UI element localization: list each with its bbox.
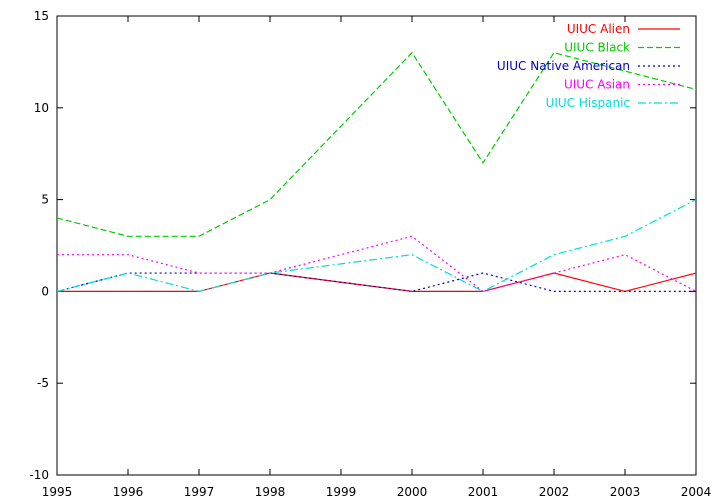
x-tick-label: 1997 (184, 485, 215, 499)
axis-ticks: 1995 1996 1997 1998 1999 2000 2001 2002 2003 2004… (29, 9, 711, 499)
legend-label: UIUC Alien (567, 22, 630, 36)
series-line-uiuc-asian (57, 235, 697, 293)
legend-label: UIUC Asian (564, 78, 630, 92)
series-lines (56, 51, 697, 293)
y-tick-label: 15 (34, 9, 49, 23)
legend-label: UIUC Hispanic (546, 96, 630, 110)
y-tick-label: -5 (37, 376, 49, 390)
x-tick-label: 2002 (539, 485, 570, 499)
y-tick-label: 10 (34, 101, 49, 115)
x-tick-label: 2000 (397, 485, 428, 499)
x-tick-label: 1996 (113, 485, 144, 499)
x-tick-label: 2003 (610, 485, 641, 499)
y-tick-label: 0 (41, 284, 49, 298)
legend: UIUC Alien UIUC Black UIUC Native American… (497, 22, 680, 110)
series-line-uiuc-hispanic (56, 199, 697, 293)
x-tick-label: 2001 (468, 485, 499, 499)
x-tick-label: 1999 (326, 485, 357, 499)
series-line-uiuc-black (56, 51, 697, 237)
legend-label: UIUC Native American (497, 59, 630, 73)
x-tick-label: 1998 (255, 485, 286, 499)
y-tick-label: 5 (41, 193, 49, 207)
y-tick-label: -10 (29, 468, 49, 482)
legend-label: UIUC Black (564, 41, 630, 55)
series-line-uiuc-alien (57, 272, 697, 293)
x-tick-label: 1995 (42, 485, 73, 499)
series-line-uiuc-native-american (56, 272, 696, 293)
x-tick-label: 2004 (681, 485, 712, 499)
plot-frame (56, 15, 697, 476)
